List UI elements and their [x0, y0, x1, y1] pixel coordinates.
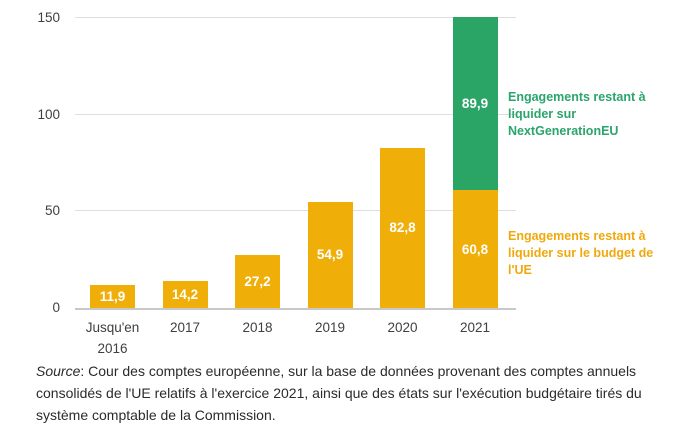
legend-budget-label: Engagements restant à liquider sur le bu…	[508, 229, 654, 277]
x-tick-line: 2018	[242, 320, 273, 335]
bar-value-label: 82,8	[389, 220, 416, 236]
bar-Jusquen-2016: 11,9	[90, 285, 135, 308]
y-axis: 0 50 100 150	[0, 0, 60, 315]
bar-value-label: 54,9	[316, 247, 344, 263]
bar-2020: 82,8	[380, 147, 425, 308]
bar-value-label: 14,2	[171, 286, 199, 302]
bar-segment-Jusquen-2016-series0: 11,9	[90, 285, 135, 308]
x-tick-line: Jusqu'en	[85, 320, 140, 335]
bar-segment-2021-series0: 60,8	[452, 190, 498, 308]
bar-segment-2021-series1: 89,9	[452, 16, 498, 191]
x-tick-line: 2021	[459, 320, 491, 335]
bar-segment-2017-series0: 14,2	[162, 280, 208, 308]
gridline-100	[75, 113, 516, 115]
bar-value-label: 60,8	[461, 241, 489, 257]
x-tick-line: 2020	[387, 320, 418, 335]
gridline-150	[75, 17, 516, 18]
bar-segment-2019-series0: 54,9	[307, 201, 353, 308]
source-label: Source	[36, 363, 81, 379]
source-note: Source: Cour des comptes européenne, sur…	[36, 360, 646, 426]
plot-area: 11,9 14,2 27,2 54,9 82,8 89,9 60,8	[75, 0, 516, 310]
y-tick-label-150: 150	[37, 10, 60, 25]
source-text: : Cour des comptes européenne, sur la ba…	[36, 363, 642, 423]
y-tick-label-100: 100	[37, 106, 60, 122]
bar-value-label: 89,9	[461, 96, 489, 112]
legend-ngeu-label: Engagements restant à liquider sur NextG…	[508, 90, 646, 138]
x-tick-label-2017: 2017	[140, 317, 230, 338]
bar-value-label: 11,9	[99, 289, 126, 304]
bar-segment-2020-series0: 82,8	[380, 147, 425, 308]
x-axis-line	[75, 308, 516, 310]
x-tick-label-2021: 2021	[430, 317, 520, 338]
bar-value-label: 27,2	[244, 274, 271, 290]
bar-2019: 54,9	[307, 201, 353, 308]
x-axis: Jusqu'en 2016 2017 2018 2019 2020 2021	[75, 317, 516, 365]
x-tick-line: 2016	[97, 341, 128, 356]
x-tick-label-2020: 2020	[358, 317, 448, 338]
x-tick-label-2018: 2018	[213, 317, 303, 338]
x-tick-label-Jusquen-2016: Jusqu'en 2016	[68, 317, 158, 359]
x-tick-label-2019: 2019	[285, 317, 375, 338]
y-tick-label-0: 0	[52, 300, 60, 315]
y-tick-label-50: 50	[44, 203, 60, 219]
x-tick-line: 2019	[314, 320, 346, 335]
bar-2018: 27,2	[235, 255, 280, 308]
bar-2021: 89,9 60,8	[452, 16, 498, 308]
gridline-50	[75, 210, 516, 212]
bar-segment-2018-series0: 27,2	[235, 255, 280, 308]
bar-2017: 14,2	[162, 280, 208, 308]
x-tick-line: 2017	[169, 320, 201, 335]
